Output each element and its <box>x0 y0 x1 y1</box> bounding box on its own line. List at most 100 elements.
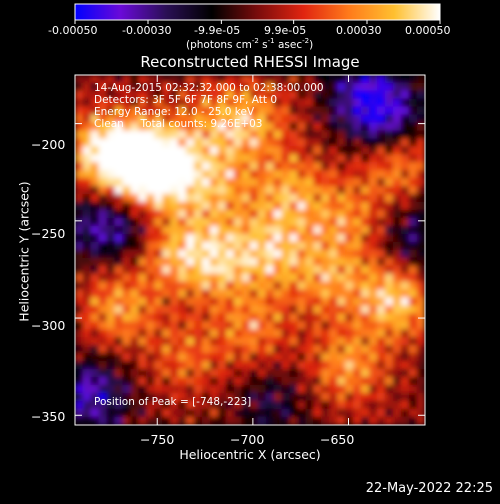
heatmap-cell <box>162 353 171 362</box>
heatmap-cell <box>273 337 283 346</box>
heatmap-cell <box>201 392 211 402</box>
heatmap-cell <box>321 281 330 291</box>
heatmap-cell <box>361 337 370 346</box>
heatmap-cell <box>376 400 386 410</box>
heatmap-cell <box>313 178 322 187</box>
heatmap-cell <box>114 75 124 84</box>
heatmap-cell <box>114 98 124 108</box>
heatmap-cell <box>369 265 378 275</box>
heatmap-cell <box>337 289 346 299</box>
heatmap-cell <box>369 106 378 116</box>
heatmap-cell <box>217 353 227 362</box>
heatmap-cell <box>289 392 299 402</box>
heatmap-cell <box>225 337 235 346</box>
heatmap-cell <box>408 408 418 418</box>
heatmap-cell <box>82 217 92 227</box>
heatmap-cell <box>281 376 291 386</box>
heatmap-cell <box>297 225 306 235</box>
heatmap-cell <box>241 321 251 330</box>
heatmap-cell <box>329 178 338 187</box>
heatmap-cell <box>106 114 116 124</box>
heatmap-cell <box>170 146 179 155</box>
heatmap-cell <box>416 233 425 243</box>
heatmap-cell <box>416 376 425 386</box>
heatmap-cell <box>416 305 425 314</box>
heatmap-cell <box>321 345 330 354</box>
heatmap-cell <box>146 416 155 425</box>
heatmap-cell <box>297 281 306 291</box>
heatmap-cell <box>297 114 306 124</box>
heatmap-cell <box>186 345 195 354</box>
heatmap-cell <box>249 138 259 147</box>
heatmap-cell <box>138 376 147 386</box>
heatmap-cell <box>361 400 370 410</box>
heatmap-cell <box>122 353 131 362</box>
heatmap-cell <box>225 313 235 322</box>
heatmap-cell <box>337 106 346 116</box>
heatmap-cell <box>329 98 338 108</box>
heatmap-cell <box>273 98 283 108</box>
heatmap-cell <box>273 114 283 124</box>
heatmap-cell <box>178 400 187 410</box>
heatmap-cell <box>400 321 410 330</box>
heatmap-cell <box>130 345 139 354</box>
heatmap-cell <box>281 194 291 203</box>
heatmap-cell <box>321 178 330 187</box>
heatmap-cell <box>130 249 139 259</box>
heatmap-cell <box>138 297 147 306</box>
heatmap-cell <box>90 257 100 267</box>
heatmap-cell <box>392 361 402 370</box>
heatmap-cell <box>154 130 163 139</box>
heatmap-cell <box>257 162 267 171</box>
heatmap-cell <box>400 114 410 124</box>
heatmap-cell <box>138 337 147 346</box>
heatmap-cell <box>170 178 179 187</box>
heatmap-cell <box>376 345 386 354</box>
heatmap-cell <box>353 416 362 425</box>
heatmap-cell <box>400 178 410 187</box>
heatmap-cell <box>114 384 124 394</box>
heatmap-cell <box>75 249 84 259</box>
heatmap-cell <box>241 337 251 346</box>
heatmap-cell <box>273 170 283 179</box>
heatmap-cell <box>98 138 108 147</box>
heatmap-cell <box>233 369 243 378</box>
heatmap-cell <box>289 297 299 306</box>
heatmap-cell <box>178 186 187 195</box>
heatmap-cell <box>146 361 155 370</box>
heatmap-cell <box>241 369 251 378</box>
heatmap-cell <box>249 305 259 314</box>
heatmap-cell <box>289 416 299 425</box>
heatmap-cell <box>186 400 195 410</box>
heatmap-cell <box>297 178 306 187</box>
heatmap-cell <box>265 209 275 219</box>
heatmap-cell <box>257 416 267 425</box>
heatmap-cell <box>281 313 291 322</box>
heatmap-cell <box>313 265 322 275</box>
heatmap-cell <box>329 122 338 131</box>
heatmap-cell <box>146 400 155 410</box>
heatmap-cell <box>186 201 195 211</box>
heatmap-cell <box>106 178 116 187</box>
heatmap-cell <box>217 225 227 235</box>
heatmap-cell <box>345 400 354 410</box>
heatmap-cell <box>154 249 163 259</box>
heatmap-cell <box>225 186 235 195</box>
heatmap-cell <box>376 194 386 203</box>
heatmap-cell <box>305 369 314 378</box>
heatmap-cell <box>273 392 283 402</box>
heatmap-cell <box>130 257 139 267</box>
heatmap-cell <box>321 384 330 394</box>
heatmap-cell <box>305 130 314 139</box>
heatmap-cell <box>122 416 131 425</box>
heatmap-cell <box>400 376 410 386</box>
heatmap-cell <box>353 321 362 330</box>
heatmap-cell <box>162 321 171 330</box>
heatmap-cell <box>384 122 394 131</box>
heatmap-cell <box>345 392 354 402</box>
heatmap-cell <box>376 178 386 187</box>
heatmap-cell <box>201 337 211 346</box>
heatmap-cell <box>194 376 203 386</box>
heatmap-cell <box>257 201 267 211</box>
heatmap-cell <box>138 75 147 84</box>
